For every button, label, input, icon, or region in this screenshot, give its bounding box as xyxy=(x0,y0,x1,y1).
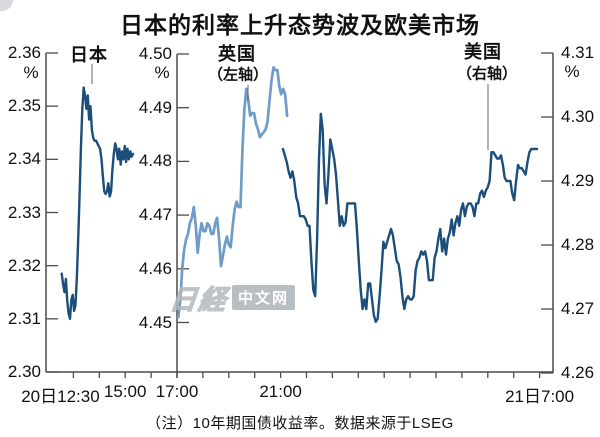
watermark: 日経 中文网 xyxy=(168,278,296,317)
series-line-us xyxy=(281,112,539,323)
x-axis-tick-label: 17:00 xyxy=(155,382,199,401)
us-axis-tick-label: 4.27 xyxy=(561,299,595,318)
series-sublabel-us-right-axis: （右轴） xyxy=(456,65,518,83)
uk-axis-tick-label: 4.49 xyxy=(138,97,172,117)
uk-axis-percent-sign: % xyxy=(154,63,170,82)
series-label-uk: 英国 xyxy=(218,44,256,64)
chart-title: 日本的利率上升态势波及欧美市场 xyxy=(120,12,480,38)
uk-axis-tick-label: 4.45 xyxy=(138,312,172,332)
us-axis-tick-label: 4.31 xyxy=(561,43,595,62)
uk-axis-tick-label: 4.46 xyxy=(138,258,172,278)
series-label-japan: 日本 xyxy=(70,45,108,65)
uk-axis-tick-label: 4.48 xyxy=(138,151,172,171)
watermark-nikkei-logo: 日経 xyxy=(168,284,230,315)
uk-axis-tick-label: 4.47 xyxy=(138,205,172,225)
japan-axis-tick-label: 2.34 xyxy=(7,149,41,169)
us-axis-tick-label: 4.28 xyxy=(561,235,595,254)
us-axis-percent-sign: % xyxy=(564,62,580,81)
x-axis-tick-label: 15:00 xyxy=(103,382,147,401)
series-line-uk xyxy=(176,66,289,319)
japan-axis-tick-label: 2.36 xyxy=(7,43,41,62)
us-axis-tick-label: 4.26 xyxy=(561,363,595,382)
japan-axis-tick-label: 2.32 xyxy=(7,255,41,275)
us-axis-tick-label: 4.29 xyxy=(561,171,595,190)
japan-axis-percent-sign: % xyxy=(23,63,39,82)
watermark-chinese-web-badge: 中文网 xyxy=(232,285,296,310)
japan-axis-tick-label: 2.33 xyxy=(7,202,41,222)
japan-axis-tick-label: 2.31 xyxy=(7,308,41,328)
us-axis-tick-label: 4.30 xyxy=(561,107,595,126)
japan-axis-tick-label: 2.30 xyxy=(7,362,41,381)
series-sublabel-uk-left-axis: （左轴） xyxy=(207,66,269,84)
japan-axis-tick-label: 2.35 xyxy=(7,96,41,116)
x-axis-tick-label: 20日12:30 xyxy=(21,387,100,406)
corner-artifact xyxy=(0,0,13,11)
footnote: （注）10年期国债收益率。数据来源于LSEG xyxy=(146,415,454,432)
uk-axis-tick-label: 4.50 xyxy=(138,44,172,63)
series-line-japan xyxy=(60,86,135,320)
x-axis-tick-label: 21:00 xyxy=(259,382,302,401)
series-label-us: 美国 xyxy=(464,42,502,62)
x-axis-tick-label: 21日7:00 xyxy=(505,387,575,406)
